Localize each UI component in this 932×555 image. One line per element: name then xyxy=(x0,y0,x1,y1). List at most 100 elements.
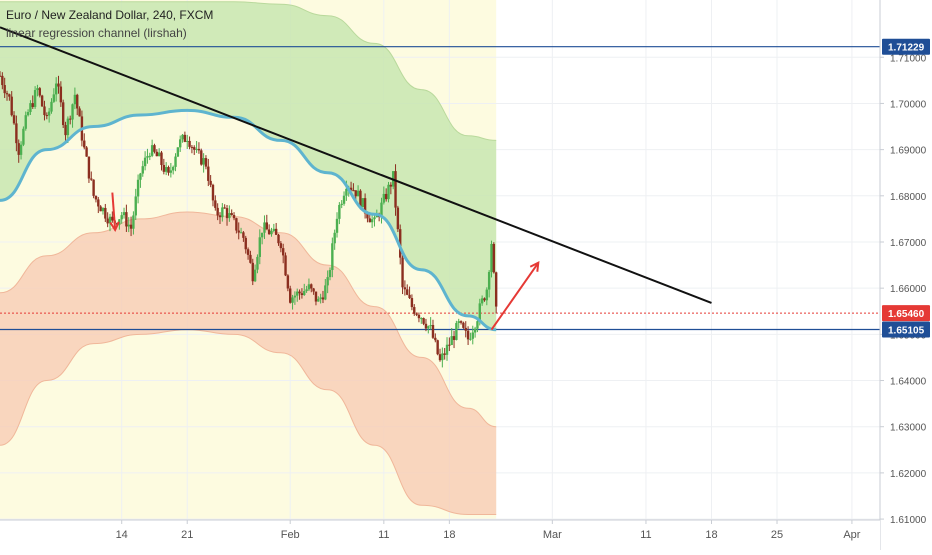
candle-body xyxy=(57,83,60,87)
candle-body xyxy=(162,165,166,172)
candle-body xyxy=(150,145,154,156)
candle-body xyxy=(146,156,149,158)
candle-body xyxy=(450,336,453,346)
candle-body xyxy=(50,101,53,112)
candle-body xyxy=(289,288,292,303)
candle-body xyxy=(31,103,34,107)
candle-body xyxy=(136,179,140,197)
candle-body xyxy=(431,325,435,338)
candle-body xyxy=(303,291,306,296)
price-label-box xyxy=(882,38,930,55)
candle-body xyxy=(26,112,30,116)
candle-body xyxy=(43,106,46,116)
candle-body xyxy=(448,344,451,346)
candle-body xyxy=(476,321,479,329)
candle-body xyxy=(277,234,280,244)
y-axis-panel xyxy=(880,0,932,550)
y-tick-label: 1.69000 xyxy=(890,146,927,157)
candle-body xyxy=(480,298,484,304)
candle-body xyxy=(176,147,180,157)
candle-body xyxy=(424,323,428,329)
candle-body xyxy=(97,199,100,207)
candle-body xyxy=(183,134,187,142)
candle-body xyxy=(132,215,135,229)
candle-body xyxy=(246,249,250,255)
candle-body xyxy=(443,353,446,355)
candle-body xyxy=(459,321,463,323)
candle-body xyxy=(331,243,334,270)
chart-title: Euro / New Zealand Dollar, 240, FXCM xyxy=(6,8,214,22)
candle-body xyxy=(24,115,27,129)
candle-body xyxy=(457,321,460,324)
candle-body xyxy=(19,144,23,155)
candle-body xyxy=(0,75,2,77)
candle-body xyxy=(101,207,105,212)
candle-body xyxy=(85,147,88,157)
candle-body xyxy=(139,173,142,180)
lower-band-line xyxy=(0,211,497,428)
candle-body xyxy=(230,213,233,216)
candle-body xyxy=(90,178,93,180)
candle-body xyxy=(373,217,376,220)
candle-body xyxy=(249,254,252,263)
candle-body xyxy=(363,198,367,214)
candle-body xyxy=(438,354,442,361)
candle-body xyxy=(429,325,432,327)
candle-body xyxy=(361,198,364,208)
candle-body xyxy=(99,206,102,212)
candle-body xyxy=(492,243,496,273)
regression-mid-line xyxy=(0,108,497,332)
candle-body xyxy=(197,148,201,151)
candle-body xyxy=(267,229,271,235)
candle-body xyxy=(83,140,86,148)
candle-body xyxy=(216,207,219,216)
candle-body xyxy=(293,295,297,298)
candle-body xyxy=(387,184,390,200)
candle-body xyxy=(345,188,348,196)
candle-body xyxy=(125,212,128,227)
candle-body xyxy=(436,340,439,355)
candle-body xyxy=(160,152,163,166)
candle-body xyxy=(244,237,247,250)
y-tick-label: 1.70000 xyxy=(890,99,927,110)
candle-body xyxy=(164,167,168,172)
candle-body xyxy=(324,285,327,300)
candle-body xyxy=(258,237,261,257)
candle-body xyxy=(321,297,325,300)
candle-body xyxy=(3,85,6,94)
candle-body xyxy=(286,275,290,289)
candle-body xyxy=(193,147,196,150)
candle-body xyxy=(120,215,123,220)
candle-body xyxy=(54,83,58,95)
candle-body xyxy=(171,166,175,171)
candle-body xyxy=(214,200,217,208)
candle-body xyxy=(401,257,404,288)
indicator-label: linear regression channel (lirshah) xyxy=(6,26,187,40)
candle-body xyxy=(483,298,486,301)
candle-body xyxy=(317,298,320,302)
candle-body xyxy=(207,166,210,181)
candle-body xyxy=(22,128,25,145)
candle-body xyxy=(8,94,11,97)
candle-body xyxy=(225,208,229,219)
candle-body xyxy=(305,289,308,292)
candle-body xyxy=(359,190,362,208)
candle-body xyxy=(253,269,257,282)
y-tick-label: 1.64000 xyxy=(890,377,927,388)
candle-body xyxy=(157,152,161,157)
candle-body xyxy=(188,140,191,147)
candle-body xyxy=(417,314,421,319)
y-tick-label: 1.71000 xyxy=(890,53,927,64)
candle-body xyxy=(415,313,418,315)
price-label-box xyxy=(882,321,930,338)
candle-body xyxy=(148,155,151,157)
candle-body xyxy=(408,294,411,299)
trendline xyxy=(0,26,712,304)
candle-body xyxy=(279,243,283,249)
price-label-text: 1.71229 xyxy=(888,43,925,54)
candle-body xyxy=(69,118,72,120)
candle-body xyxy=(354,190,357,197)
price-label-box xyxy=(882,305,930,322)
candle-body xyxy=(455,323,458,340)
candle-body xyxy=(352,190,355,192)
